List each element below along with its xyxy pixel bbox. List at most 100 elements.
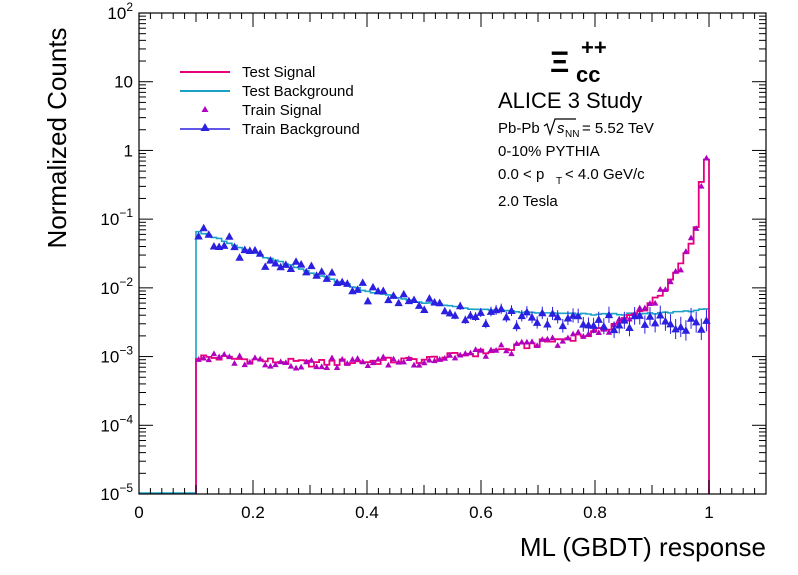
train-background-marker — [507, 306, 516, 314]
train-background-marker — [599, 322, 609, 330]
train-signal-marker — [421, 359, 428, 366]
train-signal-marker — [692, 225, 700, 231]
pt-suffix: < 4.0 GeV/c — [565, 166, 645, 183]
train-background-marker — [476, 308, 485, 316]
train-background-marker — [327, 268, 337, 276]
train-background-marker — [199, 223, 208, 232]
train-signal-marker — [215, 353, 223, 360]
train-background-marker — [209, 241, 219, 250]
train-signal-marker — [256, 355, 264, 362]
train-signal-marker — [236, 352, 243, 359]
train-signal-marker — [221, 350, 228, 357]
legend-marker-train-background — [200, 123, 210, 131]
train-signal-marker — [467, 349, 474, 356]
train-background-marker — [697, 325, 706, 333]
train-signal-marker — [703, 154, 710, 161]
train-signal-marker — [646, 300, 654, 306]
train-signal-marker — [426, 356, 433, 363]
train-background-marker — [230, 242, 239, 251]
train-signal-marker — [657, 286, 664, 292]
train-background-marker — [543, 319, 552, 328]
train-background-marker — [553, 312, 562, 321]
train-background-marker — [440, 306, 450, 315]
train-background-marker — [579, 320, 588, 328]
train-signal-marker — [405, 355, 413, 361]
x-tick-label: 1 — [704, 503, 713, 522]
train-signal-marker — [651, 299, 659, 306]
train-background-marker — [517, 311, 526, 320]
legend-label-train-background: Train Background — [242, 121, 360, 138]
train-signal-marker — [559, 337, 566, 344]
train-background-marker — [691, 317, 701, 326]
train-signal-marker — [364, 362, 372, 368]
train-signal-marker — [472, 346, 479, 353]
train-background-marker — [291, 257, 301, 265]
train-signal-marker — [195, 356, 202, 362]
train-background-marker — [220, 241, 229, 249]
train-background-marker — [625, 323, 634, 331]
train-background-marker — [312, 271, 321, 279]
y-tick-label: 1 — [124, 141, 133, 160]
train-signal-marker — [205, 356, 213, 363]
train-background-marker — [307, 261, 316, 270]
train-signal-marker — [498, 341, 505, 348]
train-background-marker — [497, 304, 506, 313]
train-signal-marker — [595, 329, 602, 336]
train-signal-marker — [503, 347, 510, 354]
train-background-marker — [548, 309, 557, 317]
train-signal-marker — [415, 361, 423, 368]
x-tick-label: 0 — [134, 503, 143, 522]
train-background-marker — [527, 313, 537, 321]
train-signal-marker — [282, 359, 289, 366]
x-tick-label: 0.6 — [469, 503, 493, 522]
train-signal-marker — [210, 350, 218, 357]
train-signal-marker — [323, 364, 331, 370]
train-background-marker — [399, 289, 408, 298]
train-signal-marker — [395, 358, 402, 365]
legend: Test Signal Test Background Train Signal… — [180, 64, 360, 138]
pt-prefix: 0.0 < p — [498, 166, 544, 183]
legend-label-test-signal: Test Signal — [242, 64, 315, 81]
train-background-marker — [522, 307, 532, 316]
train-background-marker — [250, 245, 260, 254]
train-signal-marker — [528, 338, 536, 345]
x-axis-title: ML (GBDT) response — [520, 532, 766, 562]
train-background-marker — [317, 267, 326, 275]
train-background-marker — [194, 231, 203, 240]
train-signal-marker — [277, 358, 284, 365]
train-signal-marker — [380, 353, 387, 360]
train-background-marker — [414, 301, 424, 309]
train-background-marker — [379, 286, 388, 295]
frame-layer: 0 0.2 0.4 0.6 0.8 1 10−5 10−4 10−3 10−2 10−1 1 10 102 — [100, 0, 767, 522]
study-title: ALICE 3 Study — [498, 88, 642, 113]
train-signal-marker — [262, 361, 269, 368]
train-background-marker — [466, 311, 475, 319]
train-signal-marker — [359, 358, 366, 365]
y-tick-label: 10−5 — [100, 481, 133, 504]
train-background-marker — [471, 312, 480, 320]
train-background-marker — [394, 298, 403, 307]
train-background-marker — [568, 311, 578, 319]
particle-subscript: cc — [576, 62, 600, 87]
legend-label-test-background: Test Background — [242, 83, 354, 100]
train-background-marker — [204, 230, 214, 238]
train-background-marker — [353, 285, 362, 293]
train-signal-marker — [297, 363, 305, 370]
annotation-block: Ξ cc ++ ALICE 3 Study Pb-Pb s NN = 5.52 … — [498, 35, 654, 210]
energy-value: = 5.52 TeV — [582, 120, 654, 137]
sqrt-sign — [543, 118, 576, 136]
train-background-marker — [615, 320, 624, 329]
train-signal-marker — [492, 346, 500, 353]
train-background-marker — [384, 295, 393, 304]
y-tick-label: 10−3 — [100, 344, 133, 367]
train-background-marker — [532, 318, 542, 326]
train-background-marker — [656, 310, 665, 319]
train-background-marker — [343, 279, 352, 287]
train-signal-marker — [523, 338, 531, 345]
train-background-marker — [538, 308, 547, 317]
train-signal-marker — [318, 363, 325, 370]
legend-label-train-signal: Train Signal — [242, 102, 321, 119]
train-background-marker — [455, 301, 465, 310]
train-signal-marker — [344, 360, 351, 366]
